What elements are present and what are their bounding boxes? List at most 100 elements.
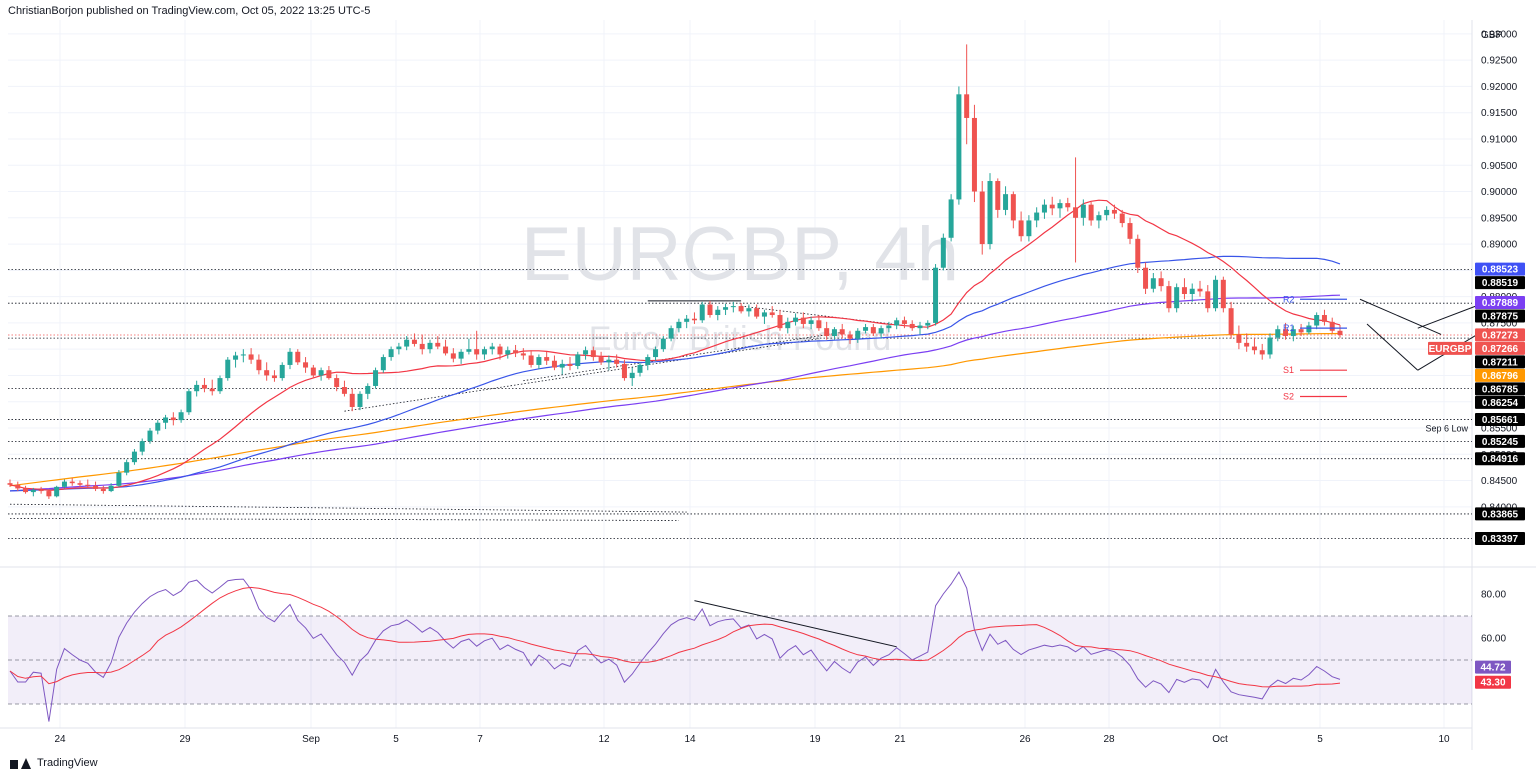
candle-body <box>139 441 145 452</box>
candle-body <box>956 94 962 200</box>
candle-body <box>676 321 682 329</box>
x-tick-label: Sep <box>302 734 320 745</box>
candle-body <box>894 320 900 326</box>
candle-body <box>349 393 355 407</box>
tradingview-logo-icon <box>10 757 32 769</box>
candle-body <box>653 349 659 358</box>
candle-body <box>979 191 985 245</box>
candle-body <box>46 491 52 497</box>
wedge-lower-trendline <box>1366 323 1419 371</box>
candle-body <box>816 320 822 329</box>
candle-body <box>544 357 550 361</box>
candle-body <box>567 363 573 366</box>
candle-body <box>30 490 36 493</box>
y-tick-label: 0.90000 <box>1481 187 1518 198</box>
candle-body <box>668 328 674 339</box>
price-badges: 0.88523 0.88519 0.87889 0.87875 0.87273 0.872… <box>1428 262 1525 546</box>
pivot-label: S2 <box>1283 391 1294 401</box>
candle-body <box>1080 204 1086 218</box>
ma-line-sma-200 <box>9 332 1341 487</box>
x-tick-label: 19 <box>809 734 821 745</box>
price-badge-text: 0.87266 <box>1482 344 1519 355</box>
price-badge-text: 0.87211 <box>1482 357 1518 368</box>
y-tick-label: 0.84500 <box>1481 476 1518 487</box>
price-badge-text: 0.84916 <box>1482 454 1519 465</box>
candle-body <box>131 451 137 463</box>
candle-body <box>1205 291 1211 309</box>
candle-body <box>886 325 892 329</box>
candle-body <box>660 338 666 350</box>
candle-body <box>225 359 231 379</box>
candle-body <box>520 353 526 356</box>
price-badge-text: 0.87875 <box>1482 311 1519 322</box>
candle-body <box>839 329 845 335</box>
candle-body <box>1283 329 1289 337</box>
x-tick-label: 21 <box>894 734 906 745</box>
candle-body <box>855 330 861 339</box>
candle-body <box>108 485 114 492</box>
axis-currency: GBP <box>1481 30 1502 41</box>
candle-body <box>248 354 254 360</box>
price-badge <box>1475 368 1525 382</box>
price-badge <box>1475 309 1525 323</box>
y-tick-label: 0.87500 <box>1481 318 1518 329</box>
candle-body <box>310 367 316 376</box>
candle-body <box>583 350 589 355</box>
candle-body <box>170 417 176 421</box>
rsi-badge-text: 44.72 <box>1480 663 1505 674</box>
candle-body <box>1174 287 1180 309</box>
price-badge-text: 0.88519 <box>1482 278 1519 289</box>
candle-body <box>800 317 806 324</box>
candle-body <box>1213 279 1219 309</box>
candle-body <box>964 94 970 118</box>
candle-body <box>598 357 604 363</box>
candle-body <box>536 357 542 365</box>
pivot-label: S1 <box>1283 365 1294 375</box>
watermark-subtitle: Euro / British Pound <box>589 320 891 358</box>
candle-body <box>831 329 837 337</box>
candle-body <box>513 350 519 354</box>
candle-body <box>178 412 184 421</box>
lower-channel-dotted-2 <box>9 517 679 521</box>
candle-body <box>295 351 301 363</box>
candle-body <box>365 385 371 394</box>
candle-body <box>1236 334 1242 343</box>
x-tick-label: 29 <box>179 734 191 745</box>
rising-support-dotted-2 <box>523 331 843 382</box>
chart-grid <box>0 20 1536 750</box>
candle-body <box>987 181 993 245</box>
x-tick-label: 10 <box>1438 734 1450 745</box>
candle-body <box>61 481 67 487</box>
candle-body <box>645 357 651 365</box>
ma-line-sma-20 <box>9 199 1341 492</box>
candle-body <box>240 354 246 356</box>
candle-body <box>785 321 791 329</box>
y-tick-label: 0.89000 <box>1481 240 1518 251</box>
candle-body <box>1251 346 1257 351</box>
candle-body <box>1275 329 1281 338</box>
candle-body <box>458 351 464 359</box>
candle-body <box>793 317 799 322</box>
candle-body <box>847 334 853 339</box>
candle-body <box>606 359 612 363</box>
footer: TradingView <box>10 757 98 769</box>
candle-body <box>1119 213 1125 224</box>
time-axis: 24 29 Sep 5 7 12 14 19 21 26 28 Oct 5 10 <box>54 734 1450 745</box>
x-tick-label: 28 <box>1103 734 1115 745</box>
candle-body <box>155 422 161 431</box>
candle-body <box>54 486 60 497</box>
y-tick-label: 0.91000 <box>1481 134 1518 145</box>
candle-body <box>1003 194 1009 210</box>
price-badge <box>1475 355 1525 369</box>
candle-body <box>116 472 122 486</box>
price-badge <box>1475 434 1525 448</box>
candle-body <box>271 375 277 379</box>
candle-body <box>388 349 394 358</box>
candle-body <box>450 353 456 359</box>
candle-body <box>1026 220 1032 237</box>
candle-body <box>699 304 705 321</box>
candle-body <box>590 350 596 358</box>
candle-body <box>909 323 915 329</box>
candle-body <box>194 384 200 392</box>
